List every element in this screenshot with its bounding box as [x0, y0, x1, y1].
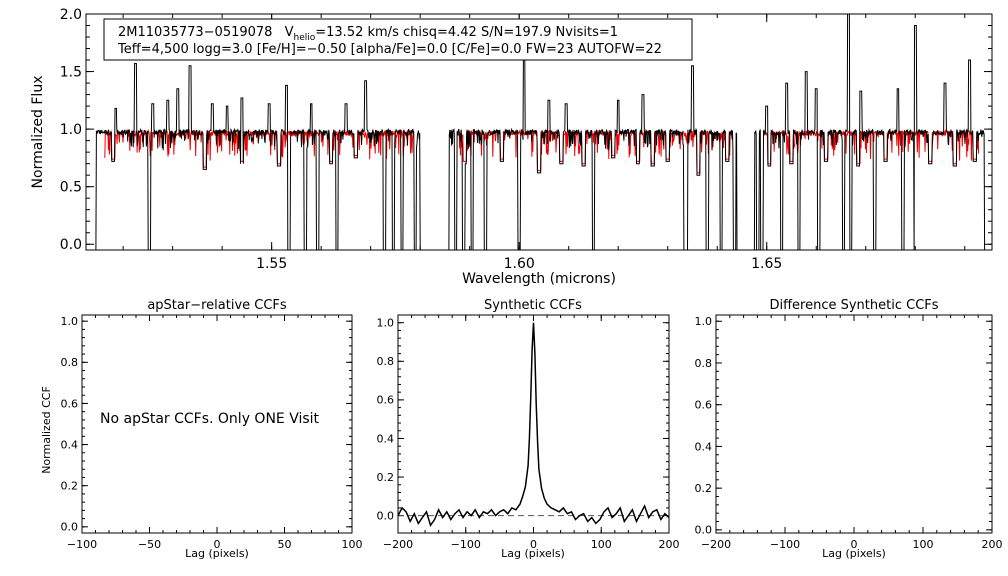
info-star-id: 2M11035773−0519078 — [118, 25, 272, 40]
spectrum-xlabel: Wavelength (microns) — [462, 271, 616, 287]
spectrum-info-box — [103, 18, 693, 61]
spectrum-ytick-label: 1.0 — [60, 122, 82, 138]
spectrum-ylabel: Normalized Flux — [30, 76, 46, 189]
spectrum-ytick-label: 0.5 — [60, 180, 82, 196]
spectrum-xtick-label: 1.60 — [504, 256, 535, 272]
apstar-xlabel: Lag (pixels) — [185, 547, 249, 560]
apstar-no-ccf-message: No apStar CCFs. Only ONE Visit — [100, 411, 320, 427]
info-v-subscript: helio — [294, 33, 316, 43]
difference-ytick-label: 0.6 — [695, 399, 713, 412]
spectrum-observed-chip-1 — [95, 63, 421, 251]
apstar-xtick-label: −100 — [67, 538, 97, 551]
difference-ytick-label: 0.4 — [695, 440, 713, 453]
apstar-ticks: −100 −50 0 50 100 0.0 0.2 0.4 0.6 0.8 1.0 — [61, 315, 363, 551]
synthetic-xtick-label: 0 — [530, 538, 537, 551]
spectrum-info-line1: 2M11035773−0519078 Vhelio=13.52 km/s chi… — [118, 25, 618, 43]
apstar-xtick-label: 100 — [342, 538, 363, 551]
synthetic-ytick-label: 1.0 — [377, 317, 395, 330]
synthetic-ytick-label: 0.8 — [377, 355, 395, 368]
apstar-ytick-label: 1.0 — [61, 315, 79, 328]
synthetic-xtick-label: 100 — [591, 538, 612, 551]
apstar-xtick-label: −50 — [138, 538, 161, 551]
info-line1-values: =13.52 km/s chisq=4.42 S/N=197.9 Nvisits… — [315, 25, 618, 40]
spectrum-model-chip-3 — [762, 128, 980, 165]
difference-xtick-label: 0 — [851, 538, 858, 551]
difference-xtick-label: −200 — [701, 538, 731, 551]
synthetic-ticks: −200 −100 0 100 200 0.0 0.2 0.4 0.6 0.8 1.0 — [377, 314, 680, 551]
synthetic-ccf-line — [397, 322, 670, 527]
spectrum-observed-chip-2 — [448, 59, 738, 251]
apstar-ytick-label: 0.2 — [61, 480, 79, 493]
apstar-ytick-label: 0.0 — [61, 521, 79, 534]
difference-ccf-panel: −200 −100 0 100 200 0.0 0.2 0.4 0.6 0.8 1.0 Differ… — [695, 298, 1003, 560]
synthetic-ytick-label: 0.2 — [377, 471, 395, 484]
apstar-xtick-label: 50 — [278, 538, 292, 551]
info-v-symbol: V — [285, 25, 294, 40]
synthetic-xtick-label: −100 — [451, 538, 481, 551]
synthetic-axes-frame — [397, 314, 670, 534]
spectrum-observed-series — [95, 13, 986, 251]
synthetic-title: Synthetic CCFs — [484, 298, 582, 313]
apstar-xtick-label: 0 — [214, 538, 221, 551]
difference-ytick-label: 0.8 — [695, 357, 713, 370]
difference-xtick-label: 200 — [982, 538, 1003, 551]
spectrum-ticks: 1.55 1.60 1.65 0.0 0.5 1.0 1.5 2.0 — [60, 7, 992, 272]
spectrum-panel: 1.55 1.60 1.65 0.0 0.5 1.0 1.5 2.0 Wavelength (… — [30, 7, 993, 287]
synthetic-xtick-label: −200 — [383, 538, 413, 551]
difference-ticks: −200 −100 0 100 200 0.0 0.2 0.4 0.6 0.8 1.0 — [695, 315, 1003, 551]
apstar-ytick-label: 0.6 — [61, 397, 79, 410]
spectrum-ytick-label: 1.5 — [60, 64, 82, 80]
apstar-ylabel: Normalized CCF — [40, 386, 53, 474]
synthetic-ccf-panel: −200 −100 0 100 200 0.0 0.2 0.4 0.6 0.8 1.0 Synthe… — [377, 298, 680, 560]
apstar-title: apStar−relative CCFs — [147, 298, 287, 313]
difference-xlabel: Lag (pixels) — [822, 547, 886, 560]
difference-title: Difference Synthetic CCFs — [769, 298, 938, 313]
apstar-ccf-panel: −100 −50 0 50 100 0.0 0.2 0.4 0.6 0.8 1.0 apStar−r… — [40, 298, 363, 560]
spectrum-xtick-label: 1.65 — [751, 256, 782, 272]
difference-ytick-label: 0.0 — [695, 524, 713, 537]
spectrum-info-line2: Teff=4,500 logg=3.0 [Fe/H]=−0.50 [alpha/… — [117, 42, 662, 57]
spectrum-axes-frame — [85, 13, 993, 251]
difference-ytick-label: 1.0 — [695, 315, 713, 328]
difference-xtick-label: −100 — [770, 538, 800, 551]
synthetic-xtick-label: 200 — [659, 538, 680, 551]
difference-ytick-label: 0.2 — [695, 482, 713, 495]
synthetic-xlabel: Lag (pixels) — [501, 547, 565, 560]
spectrum-observed-chip-3 — [753, 13, 986, 251]
synthetic-ytick-label: 0.4 — [377, 432, 395, 445]
difference-xtick-label: 100 — [913, 538, 934, 551]
apstar-ytick-label: 0.8 — [61, 356, 79, 369]
spectrum-ytick-label: 0.0 — [60, 237, 82, 253]
spectrum-xtick-label: 1.55 — [256, 256, 287, 272]
synthetic-ytick-label: 0.6 — [377, 394, 395, 407]
difference-axes-frame — [715, 314, 993, 534]
spectrum-ytick-label: 2.0 — [60, 7, 82, 23]
synthetic-ytick-label: 0.0 — [377, 509, 395, 522]
apstar-ytick-label: 0.4 — [61, 438, 79, 451]
